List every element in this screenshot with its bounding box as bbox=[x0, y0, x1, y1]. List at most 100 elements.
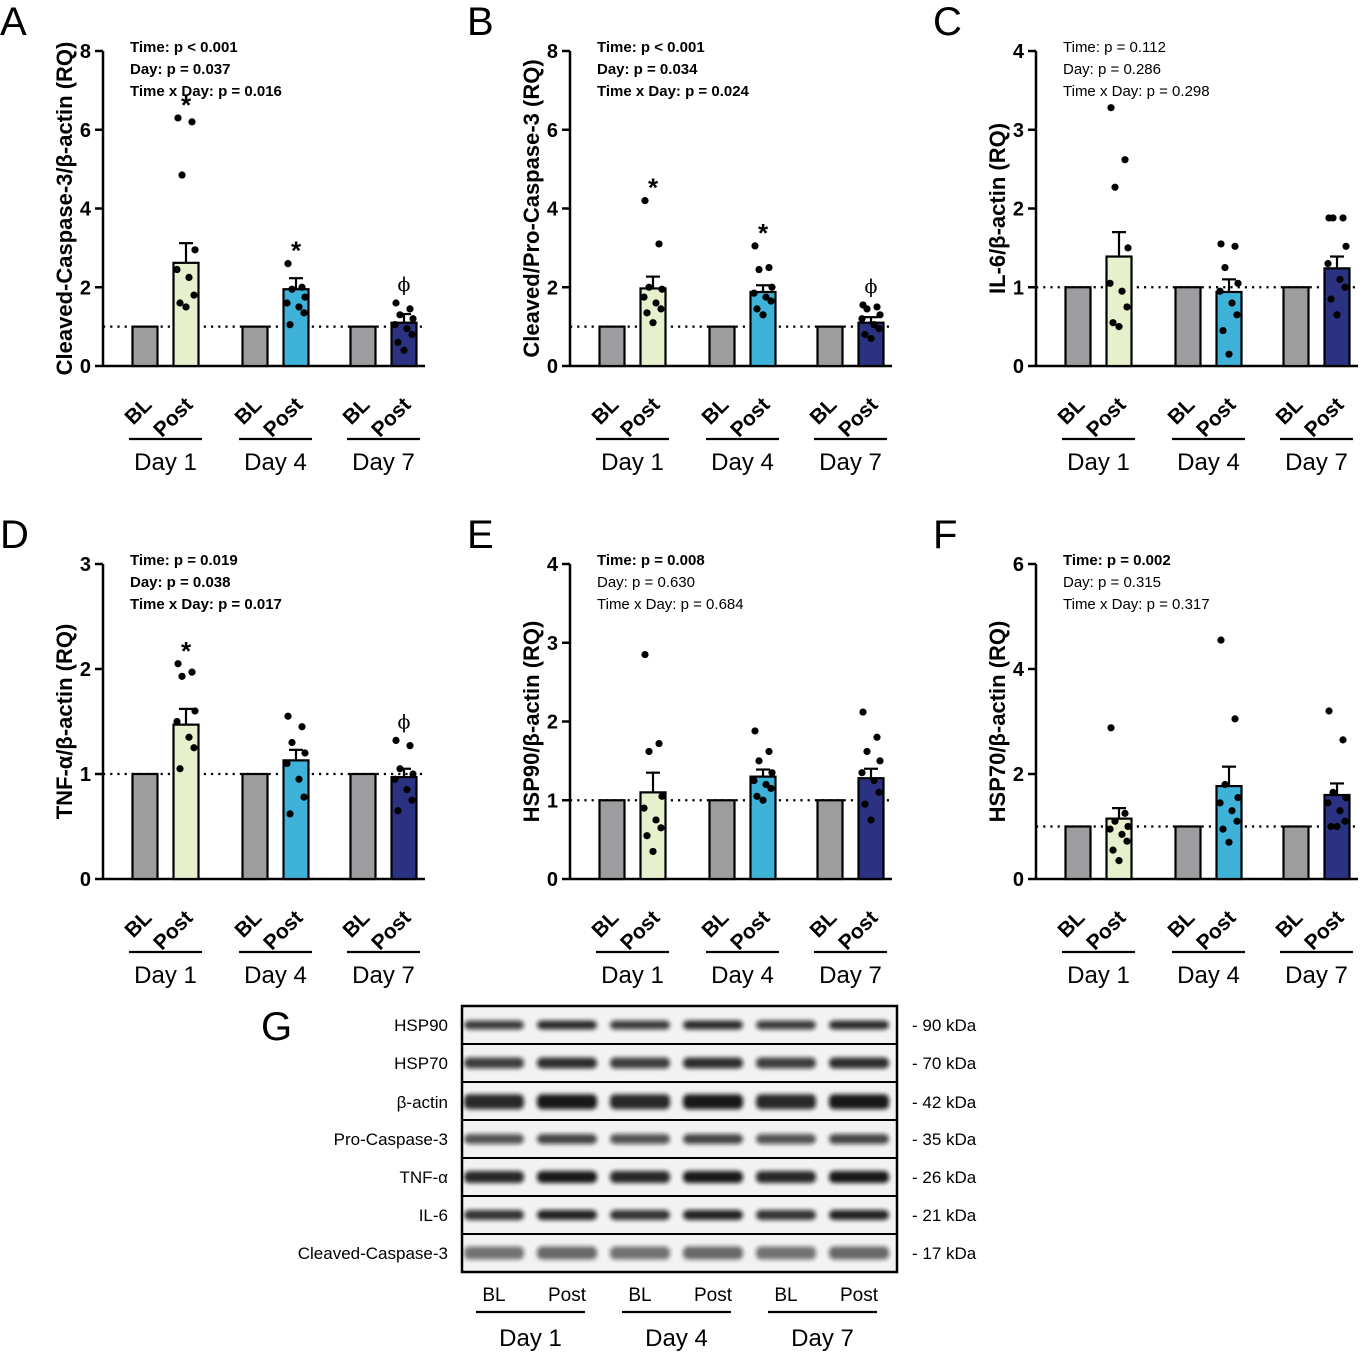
panel-letter: B bbox=[467, 0, 494, 44]
y-tick-label: 4 bbox=[547, 554, 559, 576]
y-tick-label: 6 bbox=[1013, 554, 1024, 576]
group-label: Day 7 bbox=[1285, 962, 1348, 989]
data-point bbox=[284, 712, 292, 720]
blot-band bbox=[829, 1171, 889, 1183]
data-point bbox=[875, 324, 883, 333]
blot-kda-label: - 35 kDa bbox=[912, 1130, 977, 1149]
group-label: Day 4 bbox=[711, 962, 774, 989]
data-point bbox=[298, 723, 306, 731]
data-point bbox=[645, 747, 653, 756]
data-point bbox=[1109, 319, 1117, 327]
group-label: Day 1 bbox=[134, 962, 197, 989]
data-point bbox=[655, 739, 663, 748]
data-point bbox=[640, 804, 648, 812]
data-point bbox=[392, 299, 400, 307]
data-point bbox=[768, 769, 776, 777]
data-point bbox=[1121, 809, 1129, 817]
group-label: Day 1 bbox=[134, 449, 197, 476]
y-tick-label: 0 bbox=[80, 869, 91, 891]
y-tick-label: 1 bbox=[547, 790, 558, 812]
data-point bbox=[188, 668, 196, 676]
blot-band bbox=[464, 1057, 524, 1069]
data-point bbox=[863, 305, 871, 313]
data-point bbox=[1219, 326, 1227, 335]
data-point bbox=[870, 776, 878, 785]
blot-band bbox=[537, 1134, 597, 1144]
data-point bbox=[658, 792, 666, 800]
data-point bbox=[1221, 780, 1229, 789]
y-tick-label: 2 bbox=[1013, 764, 1024, 786]
bar bbox=[1174, 825, 1202, 881]
stat-line: Time: p = 0.002 bbox=[1063, 552, 1171, 569]
stat-line: Day: p = 0.286 bbox=[1063, 61, 1161, 78]
data-point bbox=[185, 733, 193, 741]
blot-band bbox=[683, 1210, 743, 1220]
data-point bbox=[643, 832, 651, 840]
data-point bbox=[767, 297, 775, 305]
data-point bbox=[190, 744, 198, 752]
x-category-label: Post bbox=[1300, 906, 1348, 954]
data-point bbox=[1339, 214, 1347, 222]
data-point bbox=[641, 197, 649, 205]
data-point bbox=[1333, 822, 1341, 831]
bar bbox=[1282, 286, 1310, 368]
x-category-label: Post bbox=[834, 393, 882, 441]
data-point bbox=[858, 315, 866, 323]
data-point bbox=[657, 305, 665, 313]
blot-band bbox=[610, 1246, 670, 1260]
y-tick-label: 3 bbox=[80, 554, 91, 576]
data-point bbox=[300, 793, 308, 801]
blot-band bbox=[756, 1134, 816, 1144]
bar bbox=[1064, 286, 1092, 368]
data-point bbox=[1106, 825, 1114, 833]
stat-line: Time: p < 0.001 bbox=[130, 39, 238, 56]
stat-line: Time: p = 0.112 bbox=[1063, 39, 1166, 56]
blot-kda-label: - 70 kDa bbox=[912, 1054, 977, 1073]
x-category-label: Post bbox=[367, 393, 415, 441]
x-category-label: Post bbox=[1082, 393, 1130, 441]
significance-marker: ϕ bbox=[398, 711, 411, 733]
data-point bbox=[1123, 837, 1131, 845]
data-point bbox=[176, 299, 184, 307]
chart-panel-e: E 0 1 2 3 4 HSP90/β-actin (RQ) Time: p = 0.008 D… bbox=[467, 513, 892, 989]
blot-row-label: β-actin bbox=[397, 1093, 448, 1112]
blot-kda-label: - 42 kDa bbox=[912, 1093, 977, 1112]
data-point bbox=[1217, 240, 1225, 248]
data-point bbox=[755, 265, 763, 274]
data-point bbox=[762, 780, 770, 789]
blot-group-label: Day 1 bbox=[499, 1325, 562, 1352]
data-point bbox=[392, 736, 400, 745]
stat-line: Time x Day: p = 0.024 bbox=[597, 83, 750, 100]
y-axis-label: Cleaved-Caspase-3/β-actin (RQ) bbox=[52, 42, 77, 376]
bar bbox=[241, 325, 269, 368]
data-point bbox=[1221, 263, 1229, 272]
bar bbox=[131, 772, 159, 881]
data-point bbox=[1228, 299, 1236, 307]
data-point bbox=[1111, 817, 1119, 825]
blot-group-label: Day 4 bbox=[645, 1325, 708, 1352]
data-point bbox=[1341, 283, 1349, 291]
data-point bbox=[178, 171, 186, 179]
x-category-label: Post bbox=[259, 393, 307, 441]
y-tick-label: 8 bbox=[80, 41, 91, 63]
blot-band bbox=[756, 1171, 816, 1183]
data-point bbox=[1336, 275, 1344, 283]
blot-band bbox=[464, 1171, 524, 1183]
group-label: Day 4 bbox=[244, 962, 307, 989]
stat-line: Time x Day: p = 0.684 bbox=[597, 596, 744, 613]
data-point bbox=[765, 747, 773, 756]
data-point bbox=[1107, 724, 1115, 732]
y-tick-label: 2 bbox=[80, 659, 91, 681]
blot-band bbox=[537, 1210, 597, 1220]
data-point bbox=[751, 727, 759, 735]
data-point bbox=[1233, 817, 1241, 825]
data-point bbox=[1327, 822, 1335, 831]
data-point bbox=[1324, 260, 1332, 268]
blot-row-label: HSP70 bbox=[394, 1054, 448, 1073]
data-point bbox=[658, 285, 666, 293]
data-point bbox=[768, 283, 776, 291]
data-point bbox=[1325, 707, 1333, 715]
data-point bbox=[1233, 311, 1241, 319]
significance-marker: * bbox=[648, 173, 659, 203]
x-category-label: Post bbox=[367, 906, 415, 954]
